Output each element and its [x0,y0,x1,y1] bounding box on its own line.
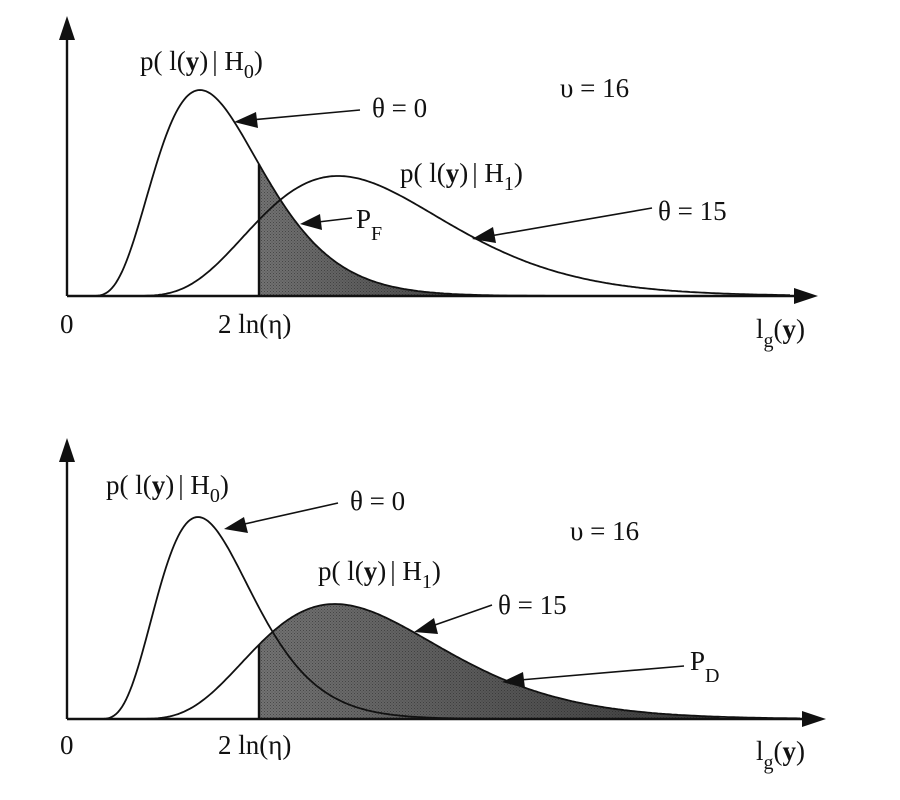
threshold-label: 2 ln(η) [218,730,291,760]
h1-label: p( l(y) | H1) [400,158,523,195]
theta1-label: θ = 15 [658,196,727,226]
theta1-pointer [431,604,493,627]
theta0-pointer [249,109,361,121]
threshold-label: 2 ln(η) [218,309,291,339]
theta0-arrowhead-icon [234,112,258,128]
x-axis-arrow-icon [802,711,826,727]
pf-arrowhead-icon [300,214,322,230]
theta1-arrowhead-icon [472,227,496,243]
panel-top: p( l(y) | H0) θ = 0 υ = 16 p( l(y) | H1) θ… [59,16,818,352]
shaded-area-pf-overlay [259,164,520,296]
x-axis-label: lg(y) [756,314,805,352]
theta1-pointer [489,207,653,237]
h1-label: p( l(y) | H1) [318,556,441,593]
shaded-area-pd-overlay [259,604,720,719]
nu-label: υ = 16 [570,516,639,546]
pf-label: PF [356,204,382,245]
pd-label: PD [690,646,719,687]
panel-bottom: p( l(y) | H0) θ = 0 υ = 16 p( l(y) | H1) θ… [59,438,826,774]
x-axis-label: lg(y) [756,736,805,774]
theta0-pointer [239,502,339,526]
x-axis-arrow-icon [794,288,818,304]
curve-h1 [70,175,790,297]
h0-label: p( l(y) | H0) [106,470,229,507]
nu-label: υ = 16 [560,73,629,103]
pd-pointer [519,665,685,681]
theta0-label: θ = 0 [372,93,427,123]
y-axis-arrow-icon [59,16,75,40]
y-axis-arrow-icon [59,438,75,462]
h0-label: p( l(y) | H0) [140,46,263,83]
origin-label: 0 [60,730,74,760]
pf-pointer [317,217,353,223]
theta0-arrowhead-icon [224,517,248,533]
curve-h1 [70,603,800,720]
theta1-label: θ = 15 [498,590,567,620]
theta0-label: θ = 0 [350,486,405,516]
pd-arrowhead-icon [502,672,525,688]
origin-label: 0 [60,309,74,339]
theta1-arrowhead-icon [414,618,438,634]
